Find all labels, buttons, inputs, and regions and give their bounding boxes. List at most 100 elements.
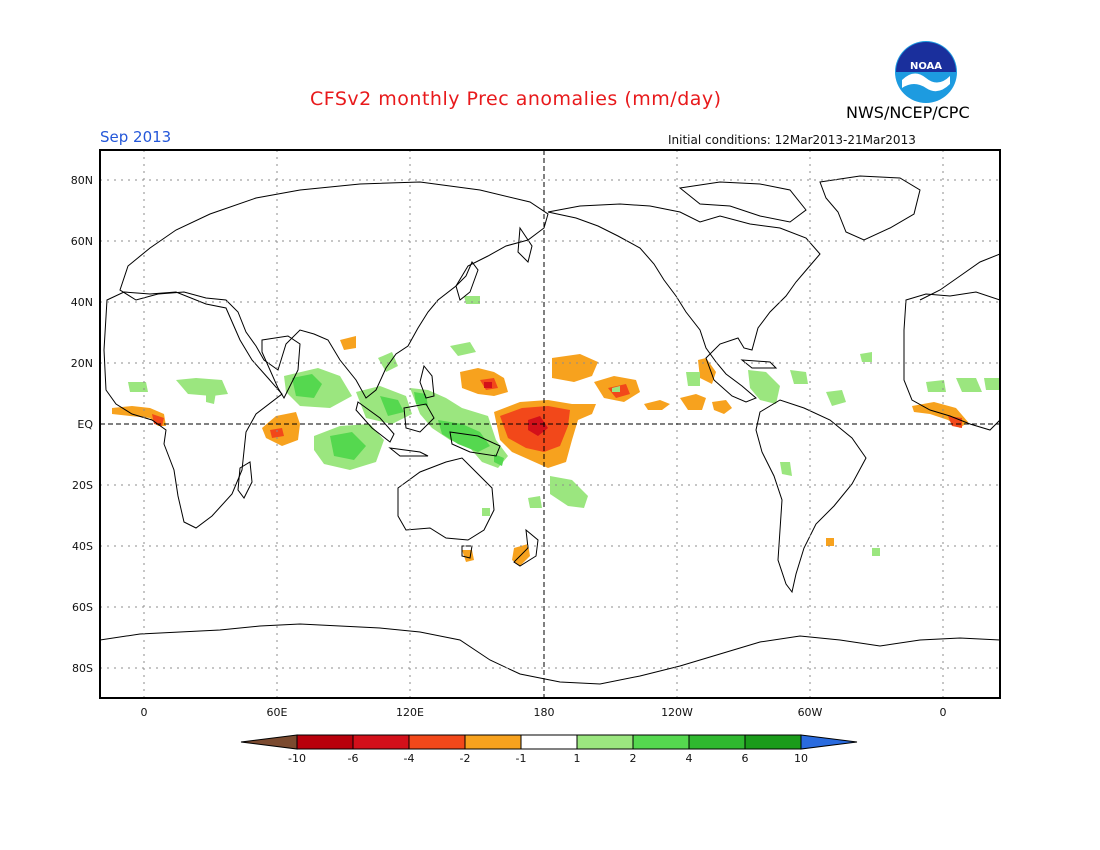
lon-label: 120E (396, 706, 424, 719)
coastline-australia (397, 457, 495, 541)
noaa-logo-icon: NOAA (895, 41, 957, 103)
reference-lines (100, 150, 1000, 698)
legend-color-box (576, 734, 634, 750)
map-title: CFSv2 monthly Prec anomalies (mm/day) (310, 88, 722, 110)
lon-label: 0 (141, 706, 148, 719)
anomaly-region (176, 378, 228, 396)
coastline-south-america (755, 399, 867, 594)
anomaly-region (438, 420, 490, 452)
anomaly-region (414, 392, 428, 406)
svg-text:NOAA: NOAA (910, 61, 942, 72)
anomaly-shading (112, 296, 1000, 566)
coastline-africa (103, 291, 283, 529)
legend-arrow-high (800, 734, 858, 750)
lon-label: 60W (798, 706, 823, 719)
anomaly-region (464, 296, 480, 304)
agency-label: NWS/NCEP/CPC (846, 103, 970, 122)
coastline-kamchatka (517, 226, 533, 263)
anomaly-region (956, 378, 982, 392)
lat-label: 20S (72, 479, 93, 492)
longitude-labels: 0 60E 120E 180 120W 60W 0 (141, 706, 947, 719)
anomaly-region (680, 394, 706, 410)
legend-color-box (688, 734, 746, 750)
coastline-africa-right (903, 291, 1000, 431)
coastline-tasmania (461, 545, 473, 559)
lat-label: EQ (77, 418, 93, 431)
anomaly-region (826, 538, 834, 546)
legend-arrow-low (240, 734, 298, 750)
legend-color-box (464, 734, 522, 750)
anomaly-region (612, 386, 620, 392)
legend-color-box (744, 734, 802, 750)
anomaly-region (482, 508, 490, 516)
legend-tick-label: 6 (742, 752, 749, 765)
legend-tick-label: 4 (686, 752, 693, 765)
lat-label: 80N (71, 174, 93, 187)
color-legend: -10 -6 -4 -2 -1 1 2 4 6 10 (240, 734, 858, 765)
coastlines (100, 175, 1000, 685)
anomaly-region (152, 414, 164, 426)
map-frame (99, 149, 1001, 699)
legend-tick-label: 1 (574, 752, 581, 765)
anomaly-region (380, 396, 404, 416)
coastline-arctic-islands (678, 181, 807, 223)
coastline-cuba (740, 359, 778, 369)
legend-tick-label: -6 (348, 752, 359, 765)
anomaly-region (826, 390, 846, 406)
coastline-sumatra (355, 401, 395, 443)
coastline-java (388, 447, 429, 457)
anomaly-region (552, 354, 598, 382)
anomaly-region (528, 496, 542, 508)
coastline-antarctica (100, 623, 1000, 685)
coastline-greenland (819, 175, 921, 241)
anomaly-region (686, 372, 700, 386)
legend-tick-label: 10 (794, 752, 808, 765)
legend-tick-label: -1 (516, 752, 527, 765)
anomaly-region (872, 548, 880, 556)
legend-color-box (520, 734, 578, 750)
lat-label: 20N (71, 357, 93, 370)
anomaly-region (748, 370, 780, 404)
lat-label: 60N (71, 235, 93, 248)
anomaly-region (292, 374, 322, 398)
lat-label: 40N (71, 296, 93, 309)
lon-label: 180 (534, 706, 555, 719)
anomaly-region (206, 392, 216, 404)
lat-label: 40S (72, 540, 93, 553)
anomaly-region (484, 382, 492, 388)
legend-color-box (408, 734, 466, 750)
coastline-philippines (419, 364, 435, 399)
forecast-month: Sep 2013 (100, 128, 172, 146)
anomaly-region (494, 454, 504, 466)
latitude-labels: 80N 60N 40N 20N EQ 20S 40S 60S 80S (71, 174, 94, 675)
legend-tick-label: -10 (288, 752, 306, 765)
legend-color-box (632, 734, 690, 750)
anomaly-region (926, 380, 946, 392)
coastline-japan (455, 261, 479, 301)
coastline-europe-right (919, 253, 1000, 301)
anomaly-region (644, 400, 670, 410)
anomaly-region (984, 378, 1000, 390)
legend-tick-label: -4 (404, 752, 415, 765)
anomaly-region (550, 476, 588, 508)
coastline-india (261, 335, 301, 400)
anomaly-region (450, 342, 476, 356)
legend-tick-label: -2 (460, 752, 471, 765)
coastline-north-america (547, 203, 821, 403)
legend-color-box (296, 734, 354, 750)
coastline-borneo (403, 403, 435, 433)
anomaly-region (528, 416, 548, 436)
coastline-eurasia (119, 181, 549, 399)
anomaly-region (330, 432, 366, 460)
anomaly-region (270, 428, 284, 438)
lat-label: 80S (72, 662, 93, 675)
gridlines (100, 150, 1000, 698)
coastline-madagascar (237, 461, 253, 499)
lat-label: 60S (72, 601, 93, 614)
legend-color-box (352, 734, 410, 750)
anomaly-region (698, 358, 716, 384)
anomaly-region (712, 400, 732, 414)
lon-label: 120W (661, 706, 693, 719)
coastline-new-zealand (513, 528, 539, 567)
